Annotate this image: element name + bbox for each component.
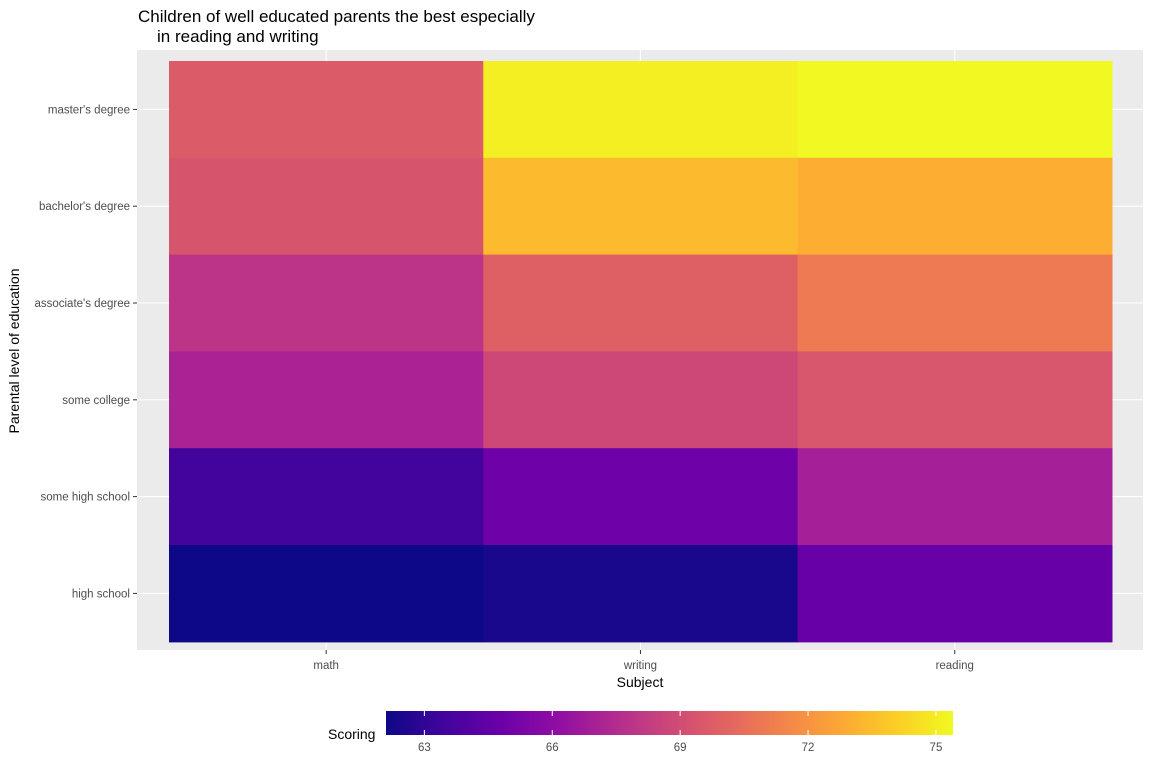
x-tick-label: reading [936,660,974,672]
y-tick-label: some high school [41,492,131,504]
chart-title: Children of well educated parents the be… [138,7,535,46]
y-tick-label: master's degree [48,104,130,116]
heatmap-cell [483,61,799,159]
x-tick-label: writing [623,660,657,672]
legend-tick-label: 63 [418,742,431,754]
color-legend: Scoring 63 66 69 72 75 [328,711,953,754]
heatmap-cell [797,254,1113,352]
heatmap-cells [169,61,1113,643]
heatmap-cell [169,448,484,546]
heatmap-cell [797,157,1113,256]
heatmap-cell [169,61,484,159]
legend-title: Scoring [328,726,375,742]
heatmap-cell [797,448,1113,546]
heatmap-cell [797,61,1113,159]
legend-tick-label: 72 [802,742,815,754]
heatmap-cell [483,254,799,352]
heatmap-cell [797,545,1113,643]
heatmap-cell [483,448,799,546]
y-tick-label: high school [72,588,130,600]
legend-tick-label: 75 [930,742,943,754]
x-axis: math writing reading [313,650,974,672]
heatmap-cell [169,254,484,352]
chart-title-line: in reading and writing [157,27,319,46]
heatmap-cell [169,157,484,256]
y-tick-label: associate's degree [34,298,130,310]
y-tick-label: bachelor's degree [39,201,130,213]
heatmap-cell [169,351,484,449]
heatmap-cell [483,157,799,256]
heatmap-cell [483,545,799,643]
legend-colorbar [386,711,953,735]
heatmap-cell [169,545,484,643]
y-tick-label: some college [62,395,130,407]
chart-title-line: Children of well educated parents the be… [138,7,535,26]
legend-ticks: 63 66 69 72 75 [418,711,942,754]
heatmap-cell [797,351,1113,449]
x-axis-title: Subject [617,674,664,690]
legend-tick-label: 66 [546,742,559,754]
y-axis-title: Parental level of education [6,269,22,434]
x-tick-label: math [313,660,339,672]
heatmap-cell [483,351,799,449]
legend-tick-label: 69 [674,742,687,754]
y-axis: master's degree bachelor's degree associat… [34,104,137,600]
